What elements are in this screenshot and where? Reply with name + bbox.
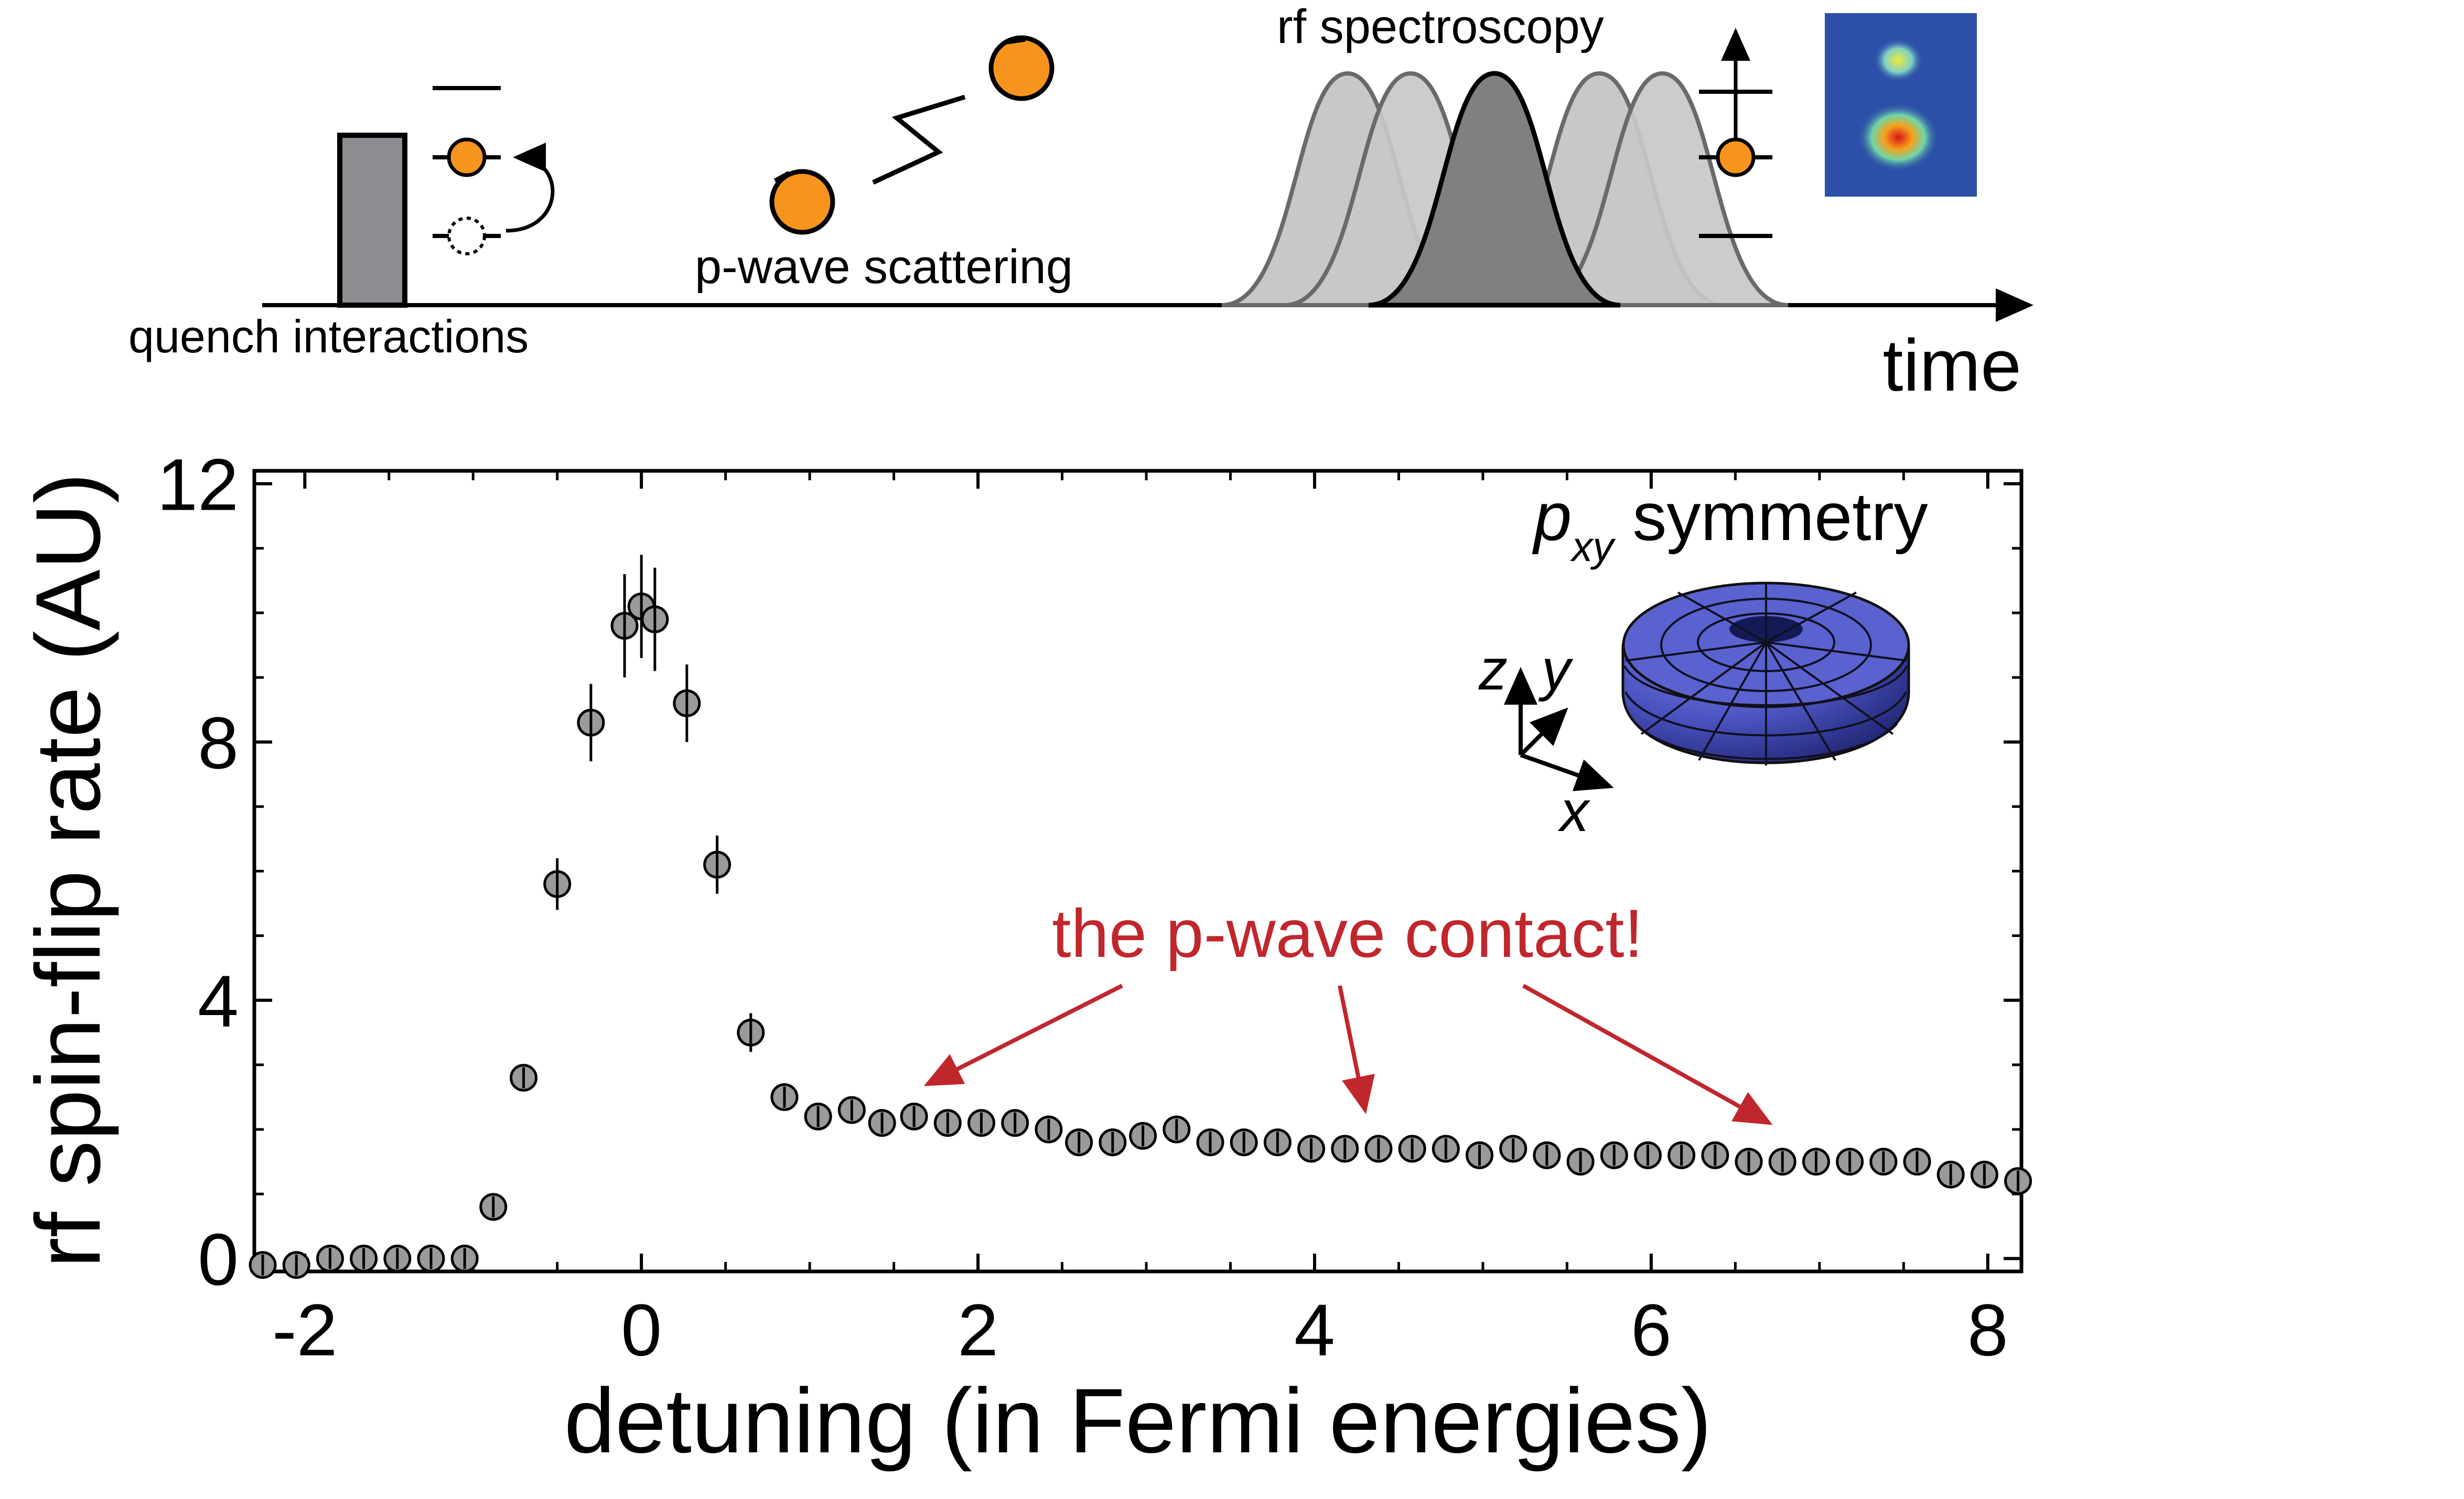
atom-icon-2	[1716, 137, 1756, 177]
axis-tick-labels: -2 0 2 4 6 8 0 4 8 12	[157, 444, 2008, 1371]
x-tick-label: 2	[957, 1289, 998, 1371]
annotation-arrow	[1338, 985, 1375, 1114]
y-axis-title: rf spin-flip rate (AU)	[17, 473, 120, 1268]
symmetry-inset: pxy symmetry z y x	[1478, 478, 1928, 844]
data-point	[1566, 1148, 1595, 1176]
data-points	[249, 555, 2032, 1279]
y-tick-label: 12	[157, 444, 239, 526]
transfer-arrow-icon	[505, 143, 555, 233]
torus-orbital-icon	[1621, 581, 1910, 765]
data-point	[1099, 1128, 1127, 1157]
data-point	[967, 1109, 996, 1137]
data-point	[577, 684, 605, 762]
annotation-arrow	[923, 984, 1123, 1086]
data-point	[1001, 1109, 1029, 1137]
data-point	[1903, 1148, 1931, 1176]
absorption-image	[1825, 13, 1977, 197]
data-point	[543, 858, 572, 910]
data-point	[282, 1251, 310, 1279]
data-point	[673, 664, 701, 742]
data-point	[1398, 1135, 1426, 1163]
inset-p: p	[1532, 478, 1572, 555]
data-point	[1364, 1135, 1393, 1163]
data-point	[383, 1244, 412, 1272]
x-tick-label: 0	[621, 1289, 662, 1371]
data-point	[1297, 1135, 1326, 1163]
data-point	[610, 574, 639, 678]
x-tick-label: 8	[1967, 1289, 2008, 1371]
data-point	[1129, 1121, 1157, 1150]
rf-spectroscopy-label: rf spectroscopy	[1277, 0, 1604, 53]
data-point	[510, 1064, 538, 1092]
data-point	[837, 1096, 866, 1124]
pwave-label: p-wave scattering	[695, 240, 1073, 294]
data-point	[641, 567, 669, 671]
data-point	[249, 1251, 277, 1279]
atom-icon	[447, 137, 487, 177]
data-point	[1499, 1135, 1527, 1163]
x-tick-label: 6	[1631, 1289, 1672, 1371]
data-point	[1432, 1135, 1460, 1163]
x-tick-label: 4	[1294, 1289, 1335, 1371]
data-point	[2004, 1167, 2032, 1195]
axis-z-label: z	[1478, 638, 1508, 702]
inset-symmetry: symmetry	[1613, 478, 1928, 555]
y-tick-label: 4	[198, 960, 239, 1042]
empty-atom-icon	[447, 217, 486, 255]
data-point	[350, 1244, 378, 1272]
x-axis-title: detuning (in Fermi energies)	[564, 1370, 1712, 1472]
coordinate-axes-icon	[1504, 667, 1614, 791]
data-point	[316, 1244, 344, 1272]
axis-y-label: y	[1538, 638, 1574, 702]
data-point	[1869, 1148, 1898, 1176]
data-point	[1802, 1148, 1830, 1176]
data-point	[1701, 1141, 1729, 1169]
axis-x-label: x	[1557, 779, 1591, 844]
data-point	[1533, 1141, 1561, 1169]
time-label: time	[1883, 324, 2021, 406]
data-point	[1230, 1128, 1258, 1157]
inset-sub: xy	[1569, 523, 1616, 570]
data-point	[1035, 1115, 1063, 1144]
data-point	[703, 835, 731, 894]
annotation-text: the p-wave contact!	[1052, 895, 1643, 972]
data-point	[1936, 1160, 1965, 1189]
data-point	[1735, 1148, 1763, 1176]
data-point	[868, 1109, 896, 1137]
data-point	[479, 1193, 508, 1221]
rf-pulses	[1221, 71, 1789, 308]
data-point	[1600, 1141, 1628, 1169]
x-tick-label: -2	[272, 1289, 337, 1371]
data-point	[933, 1109, 962, 1137]
quench-pulse-bar	[337, 133, 407, 308]
data-point	[1768, 1148, 1796, 1176]
spin-flip-plot: -2 0 2 4 6 8 0 4 8 12 detuning (in Fermi energies…	[17, 444, 2032, 1472]
data-point	[1331, 1135, 1359, 1163]
data-point	[1970, 1160, 1998, 1189]
quench-label: quench interactions	[128, 310, 529, 362]
inset-title: pxy symmetry	[1532, 478, 1928, 570]
y-tick-label: 8	[198, 702, 239, 784]
annotation-arrow	[1522, 984, 1773, 1125]
data-point	[1163, 1115, 1191, 1144]
data-point	[770, 1083, 799, 1112]
data-point	[1196, 1128, 1224, 1157]
data-point	[737, 1013, 765, 1052]
data-point	[450, 1244, 479, 1272]
data-point	[1667, 1141, 1696, 1169]
data-point	[1633, 1141, 1662, 1169]
data-point	[417, 1244, 445, 1272]
data-point	[900, 1102, 928, 1130]
data-point	[1466, 1141, 1494, 1169]
timeline-schematic: time quench interactions p-wave scatteri…	[128, 0, 2033, 406]
data-point	[1836, 1148, 1864, 1176]
y-tick-label: 0	[198, 1218, 239, 1300]
data-point	[1065, 1128, 1093, 1157]
data-point	[804, 1102, 832, 1130]
annotation-arrows	[923, 984, 1773, 1125]
pwave-scattering-icon	[769, 35, 1055, 235]
data-point	[1263, 1128, 1292, 1157]
